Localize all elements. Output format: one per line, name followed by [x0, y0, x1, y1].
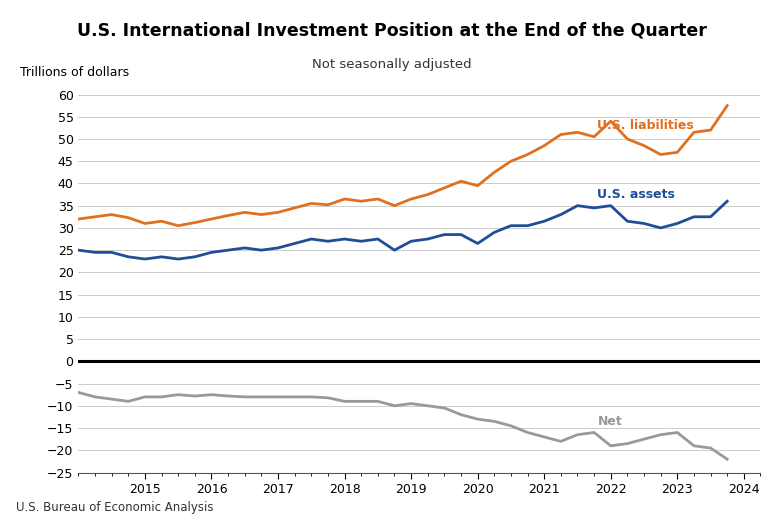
Text: U.S. assets: U.S. assets	[597, 188, 675, 201]
Text: Not seasonally adjusted: Not seasonally adjusted	[312, 58, 472, 71]
Text: Net: Net	[597, 415, 622, 428]
Text: U.S. liabilities: U.S. liabilities	[597, 119, 694, 132]
Text: Trillions of dollars: Trillions of dollars	[20, 66, 129, 79]
Text: U.S. International Investment Position at the End of the Quarter: U.S. International Investment Position a…	[77, 21, 707, 39]
Text: U.S. Bureau of Economic Analysis: U.S. Bureau of Economic Analysis	[16, 501, 213, 514]
